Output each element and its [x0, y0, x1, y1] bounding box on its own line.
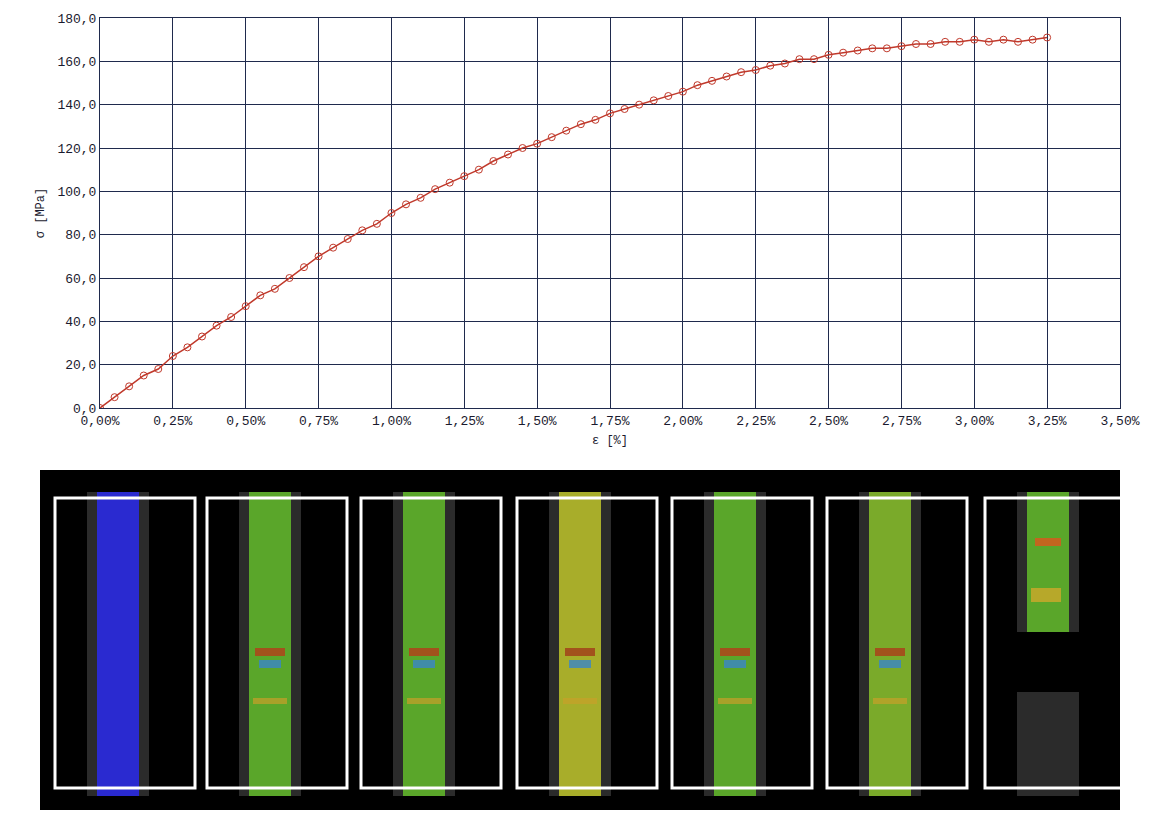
svg-text:1,00%: 1,00%: [372, 414, 411, 429]
svg-text:1,75%: 1,75%: [590, 414, 629, 429]
svg-text:2,75%: 2,75%: [882, 414, 921, 429]
svg-text:0,0: 0,0: [73, 402, 96, 417]
svg-text:180,0: 180,0: [57, 12, 96, 27]
svg-text:60,0: 60,0: [65, 272, 96, 287]
svg-text:80,0: 80,0: [65, 228, 96, 243]
svg-text:0,25%: 0,25%: [153, 414, 192, 429]
svg-text:ε [%]: ε [%]: [592, 434, 628, 448]
svg-text:2,25%: 2,25%: [736, 414, 775, 429]
svg-text:1,25%: 1,25%: [445, 414, 484, 429]
svg-text:40,0: 40,0: [65, 315, 96, 330]
svg-text:120,0: 120,0: [57, 142, 96, 157]
svg-text:3,00%: 3,00%: [955, 414, 994, 429]
svg-text:160,0: 160,0: [57, 55, 96, 70]
svg-text:0,75%: 0,75%: [299, 414, 338, 429]
svg-text:100,0: 100,0: [57, 185, 96, 200]
svg-text:2,00%: 2,00%: [663, 414, 702, 429]
svg-text:1,50%: 1,50%: [518, 414, 557, 429]
svg-text:20,0: 20,0: [65, 358, 96, 373]
svg-text:3,50%: 3,50%: [1100, 414, 1139, 429]
svg-text:2,50%: 2,50%: [809, 414, 848, 429]
svg-text:140,0: 140,0: [57, 98, 96, 113]
svg-text:0,00%: 0,00%: [80, 414, 119, 429]
svg-text:3,25%: 3,25%: [1028, 414, 1067, 429]
svg-text:σ [MPa]: σ [MPa]: [34, 188, 48, 238]
svg-text:0,50%: 0,50%: [226, 414, 265, 429]
